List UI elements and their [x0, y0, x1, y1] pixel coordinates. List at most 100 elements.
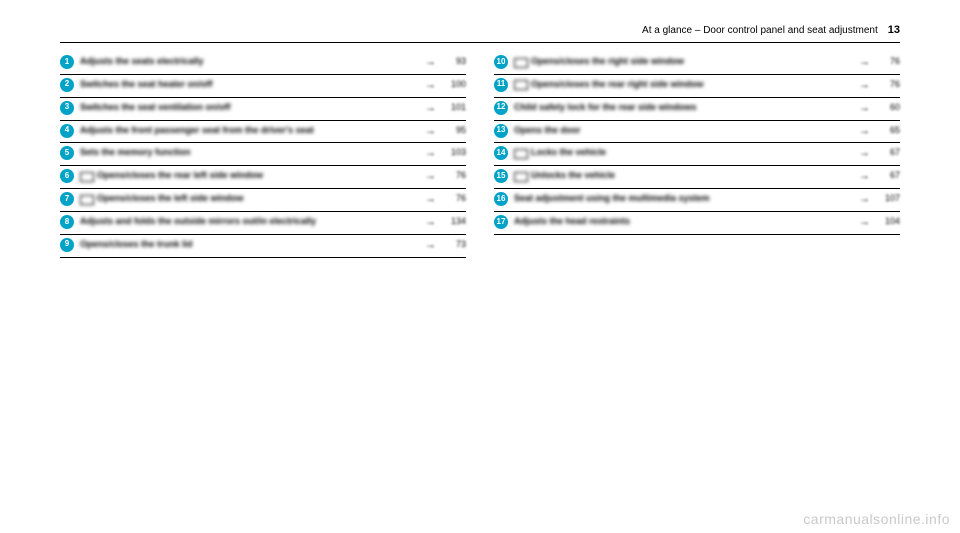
index-row: 11 Opens/closes the rear right side windo…	[494, 75, 900, 98]
row-text: Seat adjustment using the multimedia sys…	[514, 192, 850, 204]
callout-number: 15	[494, 169, 508, 183]
index-row: 6 Opens/closes the rear left side window →…	[60, 166, 466, 189]
row-page: 95	[442, 124, 466, 136]
row-page: 103	[442, 146, 466, 158]
row-text: Opens the door	[514, 124, 850, 136]
index-row: 14 Locks the vehicle → 67	[494, 143, 900, 166]
callout-number: 11	[494, 78, 508, 92]
row-page: 76	[876, 78, 900, 90]
row-page: 76	[442, 169, 466, 181]
row-page: 76	[442, 192, 466, 204]
callout-number: 6	[60, 169, 74, 183]
index-row: 16 Seat adjustment using the multimedia s…	[494, 189, 900, 212]
arrow-icon: →	[422, 55, 436, 70]
callout-number: 13	[494, 124, 508, 138]
row-page: 60	[876, 101, 900, 113]
row-page: 76	[876, 55, 900, 67]
row-text: Opens/closes the rear left side window	[80, 169, 416, 181]
arrow-icon: →	[856, 192, 870, 207]
left-column: 1Adjusts the seats electrically→932Switc…	[60, 52, 466, 258]
arrow-icon: →	[422, 238, 436, 253]
arrow-icon: →	[422, 146, 436, 161]
arrow-icon: →	[422, 124, 436, 139]
arrow-icon: →	[856, 169, 870, 184]
index-row: 9 Opens/closes the trunk lid → 73	[60, 235, 466, 258]
callout-number: 1	[60, 55, 74, 69]
page-header: At a glance – Door control panel and sea…	[642, 24, 900, 36]
row-text: Adjusts the head restraints	[514, 215, 850, 227]
arrow-icon: →	[856, 101, 870, 116]
row-page: 73	[442, 238, 466, 250]
callout-number: 2	[60, 78, 74, 92]
button-icon	[80, 172, 94, 182]
row-page: 100	[442, 78, 466, 90]
row-text: Switches the seat heater on/off	[80, 78, 416, 90]
row-page: 93	[442, 55, 466, 67]
arrow-icon: →	[422, 78, 436, 93]
index-row: 8 Adjusts and folds the outside mirrors o…	[60, 212, 466, 235]
row-text: Opens/closes the trunk lid	[80, 238, 416, 250]
button-icon	[514, 149, 528, 159]
button-icon	[514, 80, 528, 90]
index-row: 3 Switches the seat ventilation on/off → 10…	[60, 98, 466, 121]
row-text: Adjusts the front passenger seat from th…	[80, 124, 416, 136]
right-column: 10Opens/closes the right side window→761…	[494, 52, 900, 258]
arrow-icon: →	[856, 146, 870, 161]
row-page: 67	[876, 169, 900, 181]
index-row: 17 Adjusts the head restraints → 104	[494, 212, 900, 235]
row-text: Child safety lock for the rear side wind…	[514, 101, 850, 113]
index-row: 12 Child safety lock for the rear side wi…	[494, 98, 900, 121]
button-icon	[514, 172, 528, 182]
arrow-icon: →	[422, 169, 436, 184]
callout-number: 14	[494, 146, 508, 160]
callout-number: 4	[60, 124, 74, 138]
row-text: Opens/closes the rear right side window	[514, 78, 850, 90]
row-text: Adjusts the seats electrically	[80, 55, 416, 67]
callout-number: 5	[60, 146, 74, 160]
row-page: 65	[876, 124, 900, 136]
button-icon	[80, 195, 94, 205]
watermark-text: carmanualsonline.info	[803, 511, 950, 527]
callout-number: 12	[494, 101, 508, 115]
section-title: At a glance – Door control panel and sea…	[642, 25, 878, 36]
row-text: Opens/closes the right side window	[514, 55, 850, 67]
row-text: Unlocks the vehicle	[514, 169, 850, 181]
row-text: Switches the seat ventilation on/off	[80, 101, 416, 113]
index-row: 13 Opens the door → 65	[494, 121, 900, 144]
callout-number: 3	[60, 101, 74, 115]
row-text: Sets the memory function	[80, 146, 416, 158]
page-number: 13	[888, 24, 900, 36]
header-rule	[60, 42, 900, 43]
row-page: 101	[442, 101, 466, 113]
callout-number: 10	[494, 55, 508, 69]
index-row: 5 Sets the memory function → 103	[60, 143, 466, 166]
button-icon	[514, 58, 528, 68]
callout-number: 9	[60, 238, 74, 252]
row-text: Opens/closes the left side window	[80, 192, 416, 204]
arrow-icon: →	[422, 215, 436, 230]
callout-number: 17	[494, 215, 508, 229]
callout-number: 7	[60, 192, 74, 206]
index-row: 4 Adjusts the front passenger seat from t…	[60, 121, 466, 144]
row-page: 104	[876, 215, 900, 227]
row-text: Adjusts and folds the outside mirrors ou…	[80, 215, 416, 227]
arrow-icon: →	[856, 124, 870, 139]
row-page: 134	[442, 215, 466, 227]
arrow-icon: →	[856, 55, 870, 70]
index-row: 2 Switches the seat heater on/off → 100	[60, 75, 466, 98]
arrow-icon: →	[422, 101, 436, 116]
callout-number: 8	[60, 215, 74, 229]
index-row: 15 Unlocks the vehicle → 67	[494, 166, 900, 189]
index-row: 7 Opens/closes the left side window → 76	[60, 189, 466, 212]
row-text: Locks the vehicle	[514, 146, 850, 158]
arrow-icon: →	[856, 215, 870, 230]
arrow-icon: →	[422, 192, 436, 207]
index-row: 1 Adjusts the seats electrically → 93	[60, 52, 466, 75]
arrow-icon: →	[856, 78, 870, 93]
content-columns: 1Adjusts the seats electrically→932Switc…	[60, 52, 900, 258]
index-row: 10 Opens/closes the right side window → 76	[494, 52, 900, 75]
row-page: 107	[876, 192, 900, 204]
callout-number: 16	[494, 192, 508, 206]
page-container: At a glance – Door control panel and sea…	[0, 0, 960, 533]
row-page: 67	[876, 146, 900, 158]
